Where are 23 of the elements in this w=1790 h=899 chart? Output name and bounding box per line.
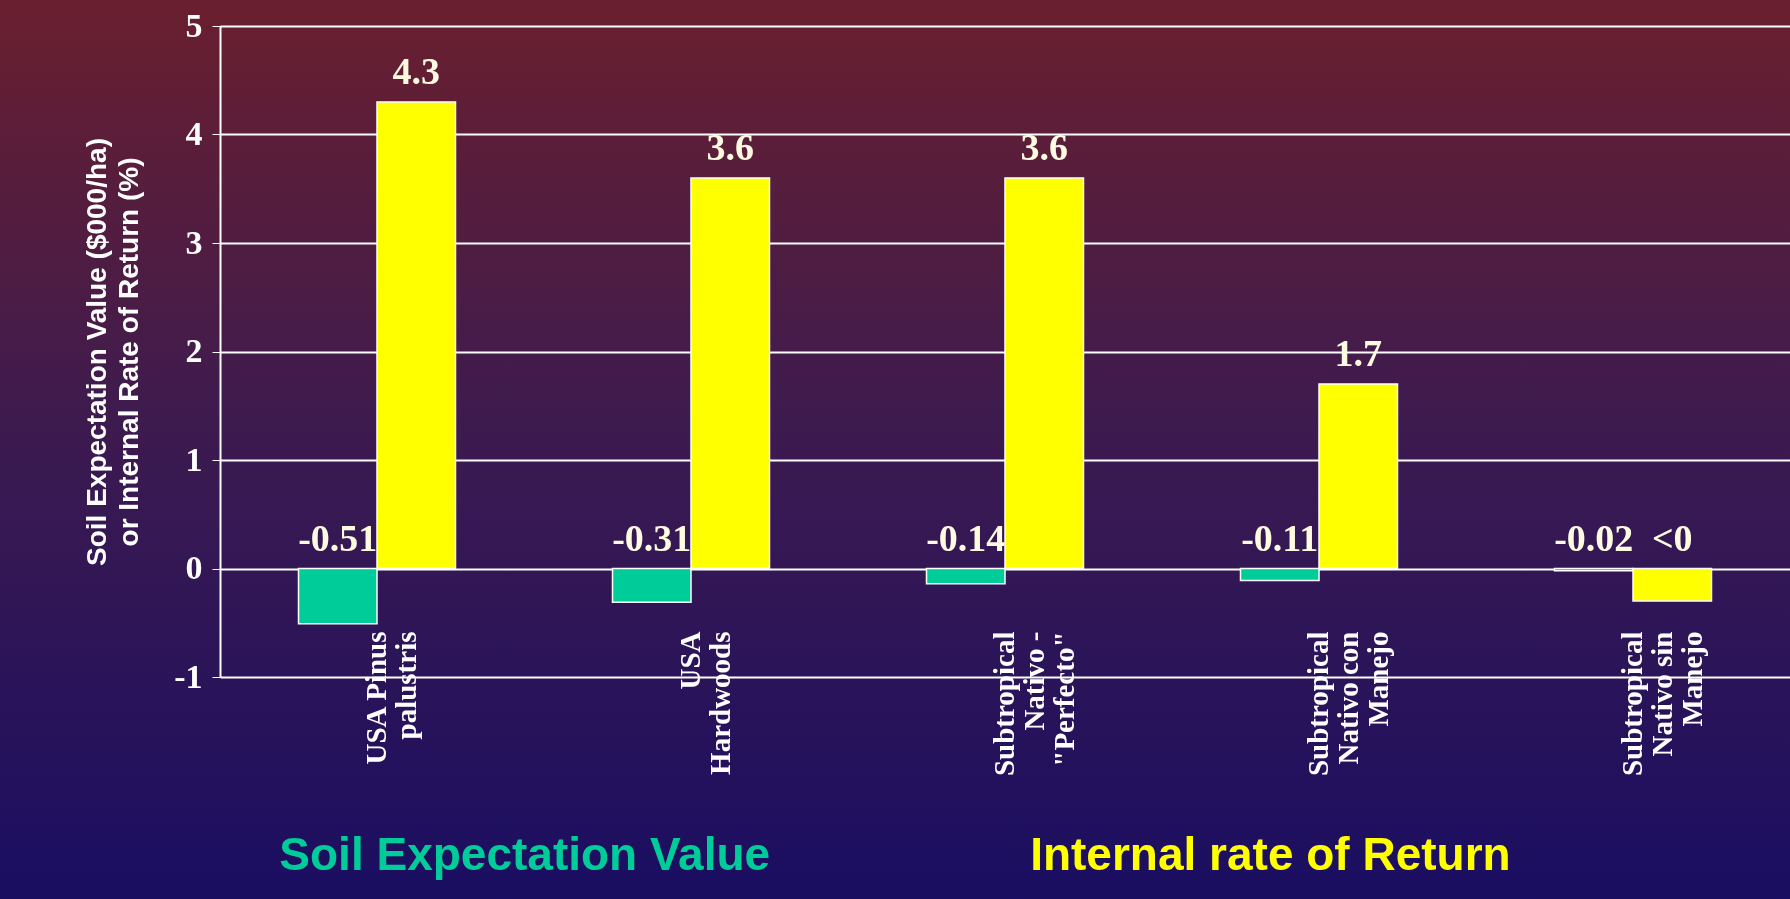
y-tick-label: 5: [185, 6, 203, 44]
data-label: 4.3: [392, 49, 440, 92]
text: Internal rate of Return: [1030, 827, 1511, 881]
x-tick-label: USA Hardwoods: [674, 631, 736, 775]
y-axis-title: Soil Expectation Value ($000/ha) or Internal Rate of Return (%): [81, 138, 145, 566]
y-tick-label: 4: [185, 115, 203, 152]
x-tick-label: Subtropical Nativo con Manejo: [1302, 631, 1394, 777]
y-tick-label: -1: [174, 657, 203, 695]
data-label: -0.51: [298, 516, 378, 559]
y-tick-label: 3: [185, 223, 203, 261]
y-tick-label: 2: [185, 332, 203, 369]
y-tick-label: 0: [185, 549, 203, 586]
x-tick-label: Subtropical Nativo - "Perfecto": [988, 631, 1080, 777]
y-tick-label: 1: [185, 440, 203, 478]
data-label: -0.31: [612, 516, 692, 559]
data-label: -0.11: [1241, 516, 1319, 559]
text: Soil Expectation Value: [279, 827, 771, 881]
x-tick-label: Subtropical Nativo sin Manejo: [1616, 631, 1708, 777]
data-label: -0.02: [1554, 516, 1634, 559]
data-label: 3.6: [706, 125, 754, 168]
data-label: <0: [1651, 516, 1693, 559]
data-label: 3.6: [1020, 125, 1068, 168]
x-tick-label: USA Pinus palustris: [360, 631, 422, 765]
